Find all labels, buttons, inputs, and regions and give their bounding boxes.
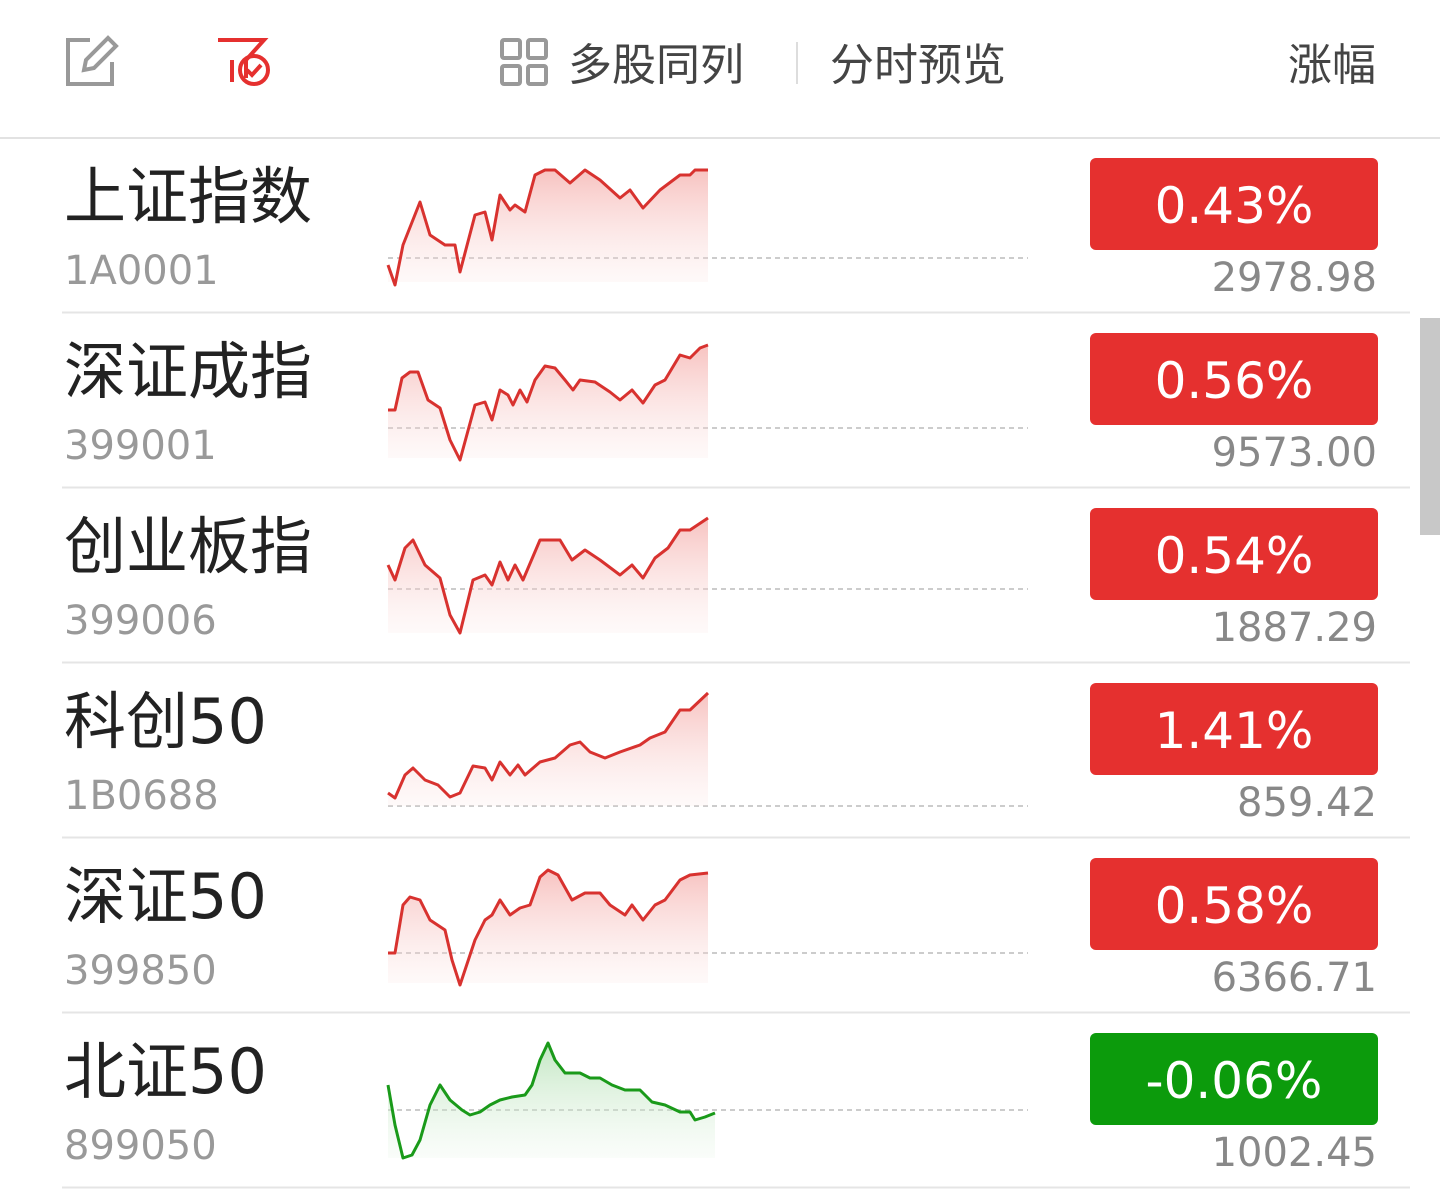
index-price: 1002.45 <box>1212 1130 1377 1176</box>
index-price: 6366.71 <box>1212 955 1377 1001</box>
change-badge <box>1090 508 1378 600</box>
index-price: 2978.98 <box>1212 255 1377 301</box>
sparkline <box>387 691 710 800</box>
scrollbar <box>1420 318 1440 535</box>
index-name: 科创50 <box>64 685 267 758</box>
index-code: 1A0001 <box>64 248 219 294</box>
index-price: 859.42 <box>1237 780 1377 826</box>
index-code: 899050 <box>64 1123 217 1169</box>
change-percent: -0.06% <box>1146 1052 1323 1110</box>
sparklines <box>386 168 1028 1160</box>
change-percent: 0.56% <box>1155 352 1314 410</box>
sparkline <box>388 868 709 987</box>
change-badge <box>1090 858 1378 950</box>
index-name: 北证50 <box>64 1035 267 1108</box>
spark-area <box>388 870 708 985</box>
change-badge <box>1090 683 1378 775</box>
change-badge <box>1090 333 1378 425</box>
index-name: 深证成指 <box>64 335 312 408</box>
index-code: 399001 <box>64 423 217 469</box>
change-percent: 1.41% <box>1155 702 1314 760</box>
index-price: 1887.29 <box>1212 605 1377 651</box>
change-badge <box>1090 158 1378 250</box>
index-code: 1B0688 <box>64 773 219 819</box>
index-code: 399006 <box>64 598 217 644</box>
change-percent: 0.54% <box>1155 527 1314 585</box>
sparkline <box>386 516 709 635</box>
index-price: 9573.00 <box>1212 430 1377 476</box>
spark-area <box>388 170 708 285</box>
tab[interactable]: 多股同列 <box>568 40 744 91</box>
index-code: 399850 <box>64 948 217 994</box>
spark-area <box>388 1043 715 1158</box>
change-badge <box>1090 1033 1378 1125</box>
change-percent: 0.58% <box>1155 877 1314 935</box>
index-name: 创业板指 <box>64 510 312 583</box>
grid-icon[interactable] <box>500 38 548 86</box>
sparkline <box>386 168 708 287</box>
sort-header[interactable]: 涨幅 <box>1288 40 1376 91</box>
tab[interactable]: 分时预览 <box>830 40 1006 91</box>
sparkline <box>386 1041 716 1160</box>
sparkline <box>388 343 709 462</box>
change-percent: 0.43% <box>1155 177 1314 235</box>
filter-icon[interactable] <box>218 38 270 86</box>
index-name: 上证指数 <box>64 160 312 233</box>
index-name: 深证50 <box>64 860 267 933</box>
edit-icon[interactable] <box>66 35 119 86</box>
